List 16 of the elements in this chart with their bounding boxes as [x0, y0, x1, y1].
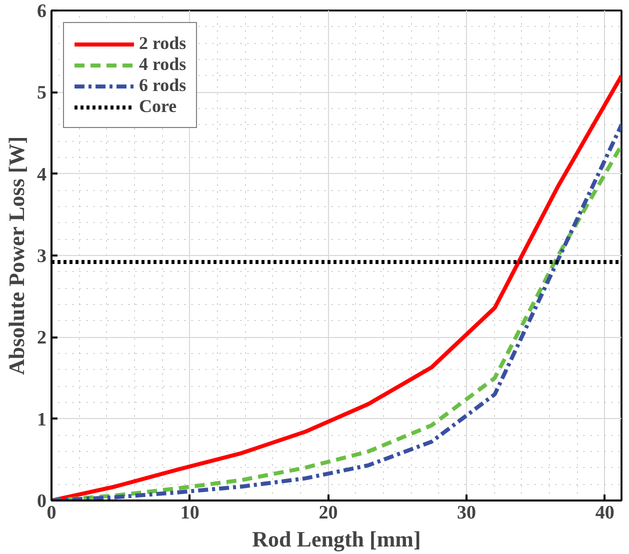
y-tick-label: 4 — [37, 164, 47, 186]
y-tick-label: 1 — [37, 409, 46, 430]
y-axis-title: Absolute Power Loss [W] — [4, 136, 29, 375]
x-tick-label: 30 — [457, 502, 476, 524]
x-axis-title: Rod Length [mm] — [252, 526, 421, 552]
legend-label: 2 rods — [139, 33, 186, 54]
x-tick-label: 20 — [318, 502, 338, 524]
legend-label: 6 rods — [139, 75, 186, 96]
legend-label: 4 rods — [139, 54, 186, 75]
y-tick-label: 3 — [37, 246, 46, 267]
legend-label: Core — [139, 96, 177, 117]
y-tick-label: 2 — [37, 328, 46, 349]
y-tick-label: 6 — [37, 1, 46, 22]
y-tick-label: 5 — [37, 82, 46, 104]
x-tick-label: 10 — [180, 502, 200, 524]
x-tick-label: 40 — [595, 502, 614, 524]
